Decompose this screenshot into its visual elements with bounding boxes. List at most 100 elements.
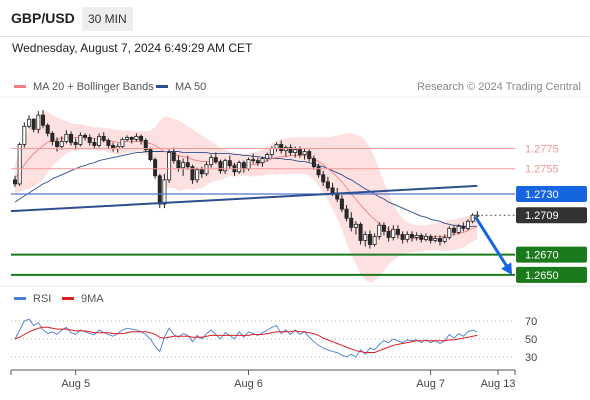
- price-levels: 1.2775 1.2755 1.2730 1.2709 1.2670 1.2650: [11, 144, 587, 283]
- forecast-arrow-head: [501, 262, 513, 275]
- candle: [367, 230, 372, 249]
- candle-body: [55, 141, 60, 147]
- resistance-level-label: 1.2775: [525, 144, 559, 156]
- rsi-legend-swatch: [14, 297, 26, 300]
- candle-body: [129, 136, 134, 140]
- candle-body: [353, 223, 358, 228]
- candle-body: [181, 162, 186, 169]
- candle-body: [223, 160, 228, 172]
- ma20-legend-label: MA 20 + Bollinger Bands: [33, 81, 154, 93]
- candle-body: [381, 224, 386, 232]
- trend-line: [10, 184, 478, 213]
- candle-body: [405, 234, 410, 240]
- chart-header: GBP/USD 30 MIN: [0, 0, 590, 37]
- candle: [125, 135, 130, 142]
- candle: [381, 222, 386, 236]
- candle-body: [176, 160, 181, 169]
- forecast-arrow-shaft: [474, 216, 511, 271]
- candle-body: [171, 152, 176, 162]
- rsi-ma-line: [14, 326, 478, 353]
- candle: [171, 147, 176, 164]
- candle-body: [36, 114, 41, 130]
- candle-body: [358, 223, 363, 241]
- candle-body: [87, 136, 92, 143]
- candle-body: [162, 179, 167, 205]
- candle-body: [307, 151, 312, 160]
- candle-body: [423, 236, 428, 240]
- candle-body: [143, 140, 148, 150]
- candle-body: [302, 151, 307, 155]
- candle: [167, 149, 172, 183]
- candle-body: [78, 134, 83, 145]
- candle: [255, 157, 260, 166]
- timeframe-badge[interactable]: 30 MIN: [82, 7, 133, 31]
- candle-body: [400, 234, 405, 240]
- candle-body: [148, 149, 153, 161]
- candle-body: [475, 214, 480, 217]
- rsi-ma-legend-swatch: [62, 297, 74, 300]
- candle: [59, 136, 64, 150]
- candle: [97, 133, 102, 148]
- candle-body: [50, 132, 55, 142]
- candle-body: [409, 234, 414, 238]
- candle-body: [461, 225, 466, 229]
- candle: [386, 226, 391, 242]
- candle-body: [442, 237, 447, 242]
- rsi-line: [14, 318, 478, 358]
- legend: MA 20 + Bollinger Bands MA 50 Research © 2…: [14, 81, 581, 305]
- rsi-panel: 70 50 30: [11, 316, 537, 364]
- candle-body: [12, 179, 17, 185]
- candle-body: [447, 227, 452, 238]
- candle-body: [199, 169, 204, 175]
- rsi-tick-label: 50: [525, 334, 537, 346]
- annotations: [10, 184, 513, 275]
- time-tick-label: Aug 6: [234, 378, 263, 390]
- candle-body: [377, 224, 382, 237]
- candle: [395, 225, 400, 239]
- pivot-level-tag: [516, 185, 587, 202]
- candle: [302, 148, 307, 160]
- candle: [442, 234, 447, 244]
- rsi-legend-label: RSI: [33, 293, 51, 305]
- candle-body: [185, 162, 190, 168]
- indicator-lines: [14, 136, 478, 239]
- candle: [307, 149, 312, 162]
- candle: [50, 131, 55, 146]
- candle: [358, 222, 363, 245]
- copyright-label: Research © 2024 Trading Central: [417, 81, 581, 93]
- candle: [237, 160, 242, 174]
- candle: [321, 170, 326, 186]
- candle-body: [125, 136, 130, 140]
- candle: [283, 145, 288, 157]
- candle-body: [246, 159, 251, 170]
- candle-body: [237, 162, 242, 173]
- candle: [251, 153, 256, 164]
- candle-body: [41, 114, 46, 126]
- ma50-legend-swatch: [156, 85, 168, 88]
- candle-body: [255, 160, 260, 164]
- candle-body: [274, 144, 279, 149]
- candle: [339, 195, 344, 213]
- candle-body: [195, 169, 200, 181]
- candle: [209, 154, 214, 168]
- candle-body: [120, 139, 125, 147]
- candle: [288, 144, 293, 156]
- candle-body: [69, 133, 74, 143]
- candle-body: [367, 234, 372, 245]
- candle-body: [31, 118, 36, 130]
- candle-body: [279, 144, 284, 151]
- candle-body: [190, 166, 195, 181]
- candle: [73, 138, 78, 150]
- candle: [405, 231, 410, 243]
- candle: [195, 167, 200, 183]
- candle: [181, 158, 186, 176]
- candle-body: [391, 228, 396, 238]
- candle: [120, 137, 125, 149]
- candle: [265, 152, 270, 162]
- candle: [218, 159, 223, 174]
- ma20-legend-swatch: [14, 85, 26, 88]
- candle: [41, 110, 46, 129]
- candle: [428, 234, 433, 244]
- candle-body: [395, 228, 400, 235]
- support-level-tag: [516, 246, 587, 263]
